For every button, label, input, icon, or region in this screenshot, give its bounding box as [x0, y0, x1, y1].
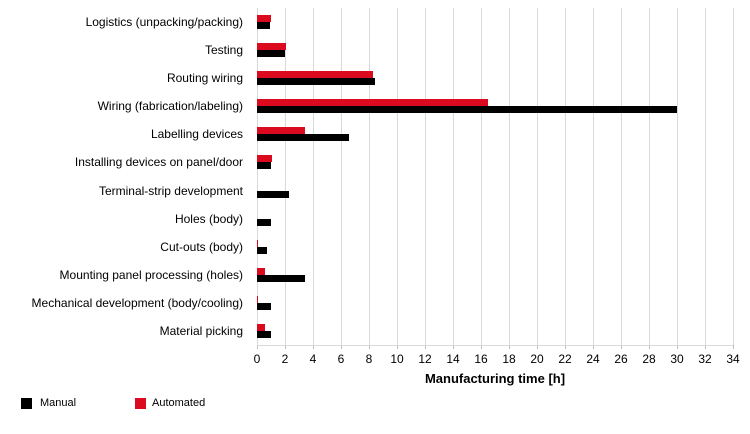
- x-tick-label: 18: [502, 352, 516, 366]
- gridline: [257, 8, 258, 345]
- gridline: [397, 8, 398, 345]
- gridline: [313, 8, 314, 345]
- x-axis-title: Manufacturing time [h]: [424, 371, 566, 386]
- x-axis-tick: [341, 345, 342, 349]
- x-axis-tick: [453, 345, 454, 349]
- x-tick-label: 24: [586, 352, 600, 366]
- bar-manual: [257, 162, 271, 170]
- x-tick-label: 6: [337, 352, 345, 366]
- x-tick-label: 0: [253, 352, 261, 366]
- x-axis-tick: [425, 345, 426, 349]
- x-axis-tick: [509, 345, 510, 349]
- category-label: Holes (body): [174, 211, 243, 226]
- bar-automated: [257, 267, 266, 275]
- category-label: Routing wiring: [166, 71, 243, 86]
- bar-automated: [257, 239, 259, 247]
- x-tick-label: 10: [390, 352, 404, 366]
- x-axis-tick: [285, 345, 286, 349]
- x-axis-tick: [369, 345, 370, 349]
- x-axis-tick: [733, 345, 734, 349]
- gridline: [733, 8, 734, 345]
- category-label: Installing devices on panel/door: [74, 155, 243, 170]
- x-axis-tick: [593, 345, 594, 349]
- x-axis-tick: [705, 345, 706, 349]
- legend-label-automated: Automated: [152, 397, 206, 409]
- gridline: [677, 8, 678, 345]
- x-tick-label: 2: [281, 352, 289, 366]
- bar-automated: [257, 323, 266, 331]
- x-axis-tick: [649, 345, 650, 349]
- gridline: [537, 8, 538, 345]
- x-axis-tick: [397, 345, 398, 349]
- gridline: [369, 8, 370, 345]
- category-label: Mounting panel processing (holes): [59, 267, 243, 282]
- category-label: Logistics (unpacking/packing): [85, 15, 243, 30]
- gridline: [481, 8, 482, 345]
- gridline: [425, 8, 426, 345]
- x-axis-tick: [621, 345, 622, 349]
- x-axis-tick: [481, 345, 482, 349]
- x-tick-label: 28: [642, 352, 656, 366]
- bar-manual: [257, 190, 290, 198]
- bar-automated: [257, 15, 271, 23]
- gridline: [565, 8, 566, 345]
- category-label: Testing: [204, 43, 243, 58]
- x-tick-label: 4: [309, 352, 317, 366]
- gridline: [509, 8, 510, 345]
- legend-swatch-manual: [21, 398, 32, 409]
- bar-manual: [257, 106, 677, 114]
- legend-label-manual: Manual: [40, 397, 77, 409]
- category-label: Terminal-strip development: [98, 183, 243, 198]
- x-tick-label: 8: [365, 352, 373, 366]
- category-label: Cut-outs (body): [160, 239, 243, 254]
- gridline: [649, 8, 650, 345]
- bar-automated: [257, 71, 374, 79]
- bar-manual: [257, 274, 305, 282]
- bar-manual: [257, 330, 271, 338]
- bar-automated: [257, 43, 287, 51]
- x-tick-label: 12: [418, 352, 432, 366]
- gridline: [593, 8, 594, 345]
- x-tick-label: 26: [614, 352, 628, 366]
- legend-swatch-automated: [135, 398, 146, 409]
- gridline: [285, 8, 286, 345]
- bar-automated: [257, 155, 273, 163]
- bar-manual: [257, 218, 271, 226]
- x-tick-label: 32: [698, 352, 712, 366]
- category-label: Labelling devices: [150, 127, 243, 142]
- bar-manual: [257, 78, 375, 86]
- category-label: Wiring (fabrication/labeling): [97, 99, 243, 114]
- bar-manual: [257, 50, 285, 58]
- x-tick-label: 16: [474, 352, 488, 366]
- x-axis-tick: [565, 345, 566, 349]
- bar-automated: [257, 127, 305, 135]
- x-axis-tick: [257, 345, 258, 349]
- bar-manual: [257, 246, 267, 254]
- x-axis-line: [257, 345, 733, 346]
- x-axis-tick: [313, 345, 314, 349]
- x-tick-label: 14: [446, 352, 460, 366]
- category-label: Material picking: [159, 323, 243, 338]
- x-tick-label: 20: [530, 352, 544, 366]
- x-tick-label: 22: [558, 352, 572, 366]
- bar-manual: [257, 302, 271, 310]
- bar-automated: [257, 295, 259, 303]
- category-label: Mechanical development (body/cooling): [31, 295, 243, 310]
- bar-manual: [257, 22, 270, 30]
- bar-automated: [257, 99, 488, 107]
- x-tick-label: 34: [726, 352, 740, 366]
- x-axis-tick: [677, 345, 678, 349]
- gridline: [705, 8, 706, 345]
- x-tick-label: 30: [670, 352, 684, 366]
- gridline: [621, 8, 622, 345]
- gridline: [453, 8, 454, 345]
- gridline: [341, 8, 342, 345]
- x-axis-tick: [537, 345, 538, 349]
- bar-manual: [257, 134, 350, 142]
